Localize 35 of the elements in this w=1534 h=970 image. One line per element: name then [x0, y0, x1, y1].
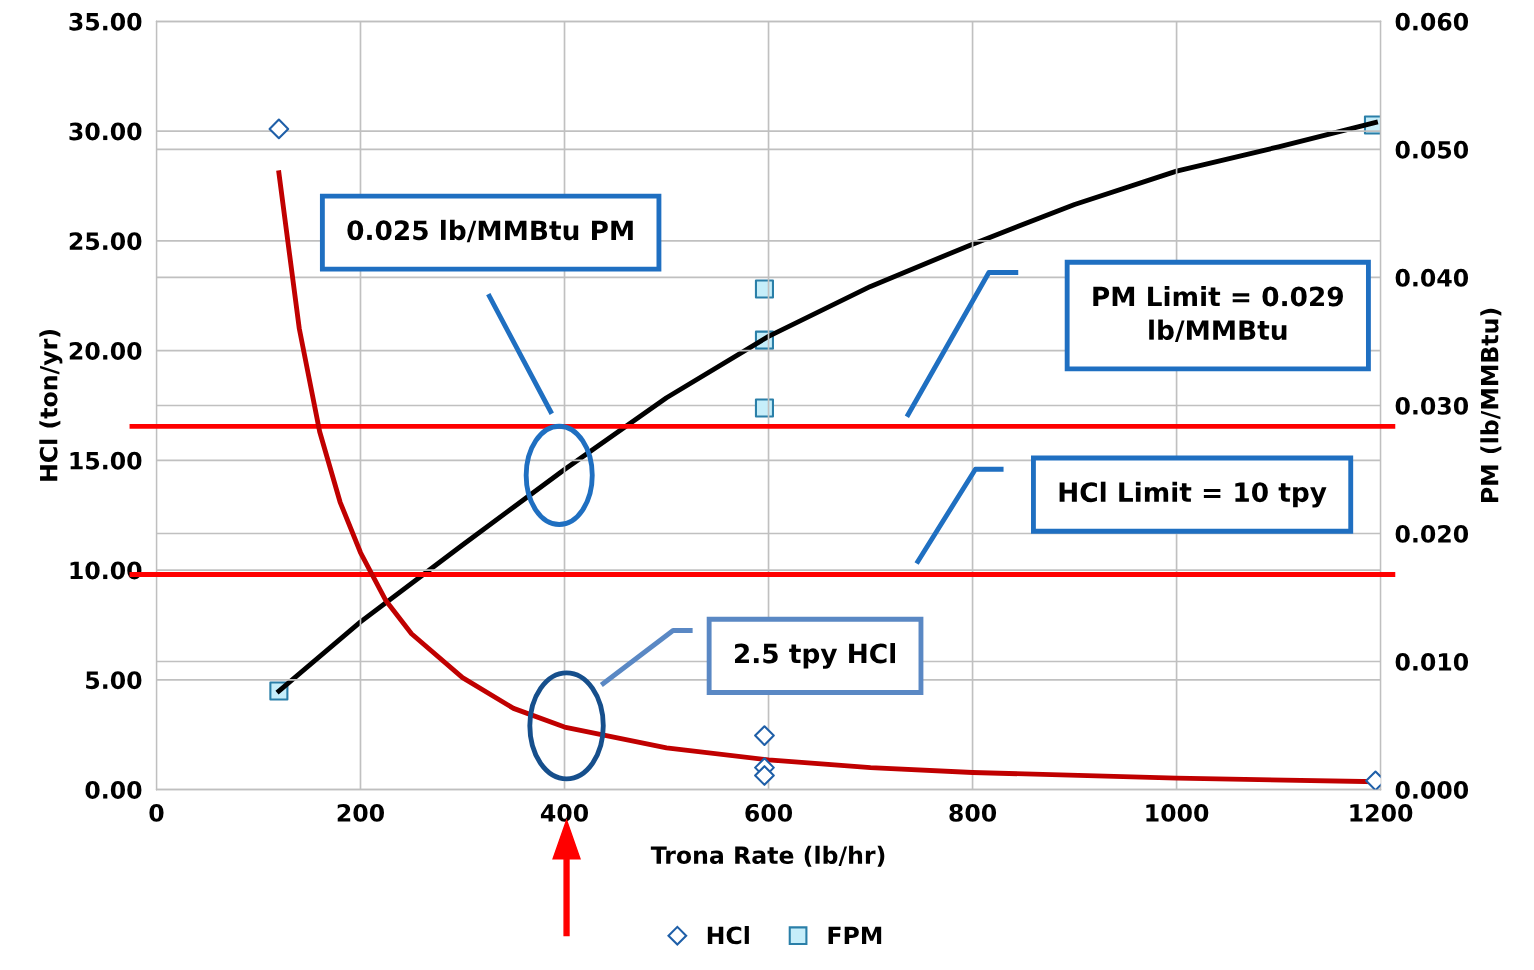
- point: [754, 398, 774, 418]
- x-tick-label: 400: [540, 803, 589, 822]
- legend-label: FPM: [828, 926, 882, 944]
- annotation: 0.025 lb/MMBtu PM: [347, 219, 633, 243]
- x-tick-label: 600: [745, 803, 793, 822]
- y2-tick-label: 0.020: [1395, 524, 1469, 543]
- y2-tick-label: 0.050: [1395, 140, 1469, 159]
- point: [268, 118, 290, 140]
- x-tick-label: 800: [949, 803, 997, 822]
- annotation: 2.5 tpy HCl: [734, 643, 895, 669]
- y-tick-label: 5.00: [86, 671, 142, 690]
- y-tick-label: 0.00: [85, 781, 142, 799]
- y2-tick-label: 0.030: [1395, 396, 1469, 415]
- y2-tick-label: 0.010: [1395, 652, 1469, 671]
- legend-label: HCl: [707, 926, 749, 945]
- y-tick-label: 35.00: [69, 12, 142, 31]
- x-tick-label: 1000: [1146, 803, 1209, 822]
- y-tick-label: 25.00: [69, 232, 142, 251]
- point: [754, 725, 775, 746]
- point: [754, 765, 775, 786]
- point: [754, 279, 774, 299]
- y2-axis-title: PM (lb/MMBtu): [1480, 308, 1502, 502]
- annotation: HCl Limit = 10 tpy: [1059, 481, 1327, 508]
- x-axis-title: Trona Rate (lb/hr): [650, 845, 885, 867]
- annotation: PM Limit = 0.029 lb/MMBtu: [1093, 286, 1343, 343]
- y2-tick-label: 0.000: [1395, 781, 1469, 799]
- y-axis-title: HCl (ton/yr): [39, 330, 63, 481]
- y2-tick-label: 0.040: [1395, 268, 1469, 287]
- y-tick-label: 20.00: [69, 342, 142, 360]
- x-tick-label: 1200: [1350, 803, 1413, 822]
- y-tick-label: 30.00: [69, 122, 142, 141]
- x-tick-label: 0: [149, 803, 164, 822]
- y2-tick-label: 0.060: [1395, 12, 1469, 31]
- y-tick-label: 15.00: [70, 451, 142, 470]
- x-tick-label: 200: [337, 803, 384, 822]
